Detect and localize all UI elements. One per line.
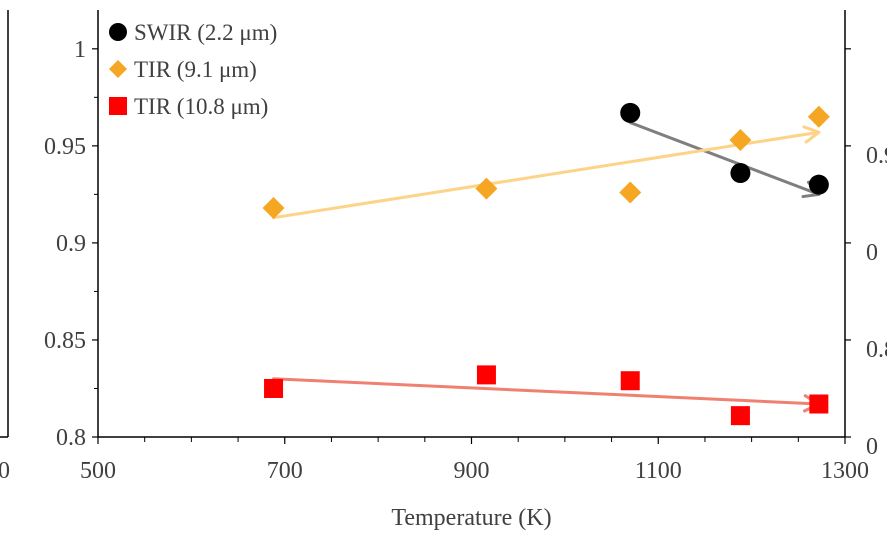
x-tick-label: 1300 [821, 458, 869, 484]
x-axis-title: Temperature (K) [391, 505, 551, 531]
data-point-series-0-point-2 [808, 174, 829, 195]
data-point-series-2-point-4 [809, 394, 829, 414]
legend-label-series-2: TIR (10.8 μm) [134, 94, 268, 119]
trend-line-series-2 [272, 377, 821, 406]
data-point-series-2-point-2 [620, 371, 640, 391]
y-tick-label: 0.95 [44, 134, 86, 160]
y-tick-label: 0.9 [56, 231, 86, 257]
left-panel-x-tick-label: 300 [0, 458, 10, 484]
data-point-series-1-point-0 [262, 196, 285, 219]
data-point-series-1-point-2 [619, 181, 642, 204]
x-tick-label: 900 [454, 458, 490, 484]
data-point-series-0-point-1 [730, 163, 751, 184]
data-point-series-2-point-1 [476, 365, 496, 385]
data-point-series-1-point-1 [475, 177, 498, 200]
data-point-series-1-point-4 [807, 105, 830, 128]
data-point-series-0-point-0 [620, 102, 641, 123]
legend-label-series-0: SWIR (2.2 μm) [134, 20, 277, 45]
right-panel-y-tick-label: 0 [866, 240, 878, 266]
data-point-series-1-point-3 [729, 129, 752, 152]
y-tick-label: 1 [74, 37, 86, 63]
trend-line-series-0 [628, 121, 821, 196]
right-panel-y-tick-label: 0.9 [866, 143, 887, 169]
y-tick-label: 0.85 [44, 328, 86, 354]
legend-marker-series-0 [109, 23, 127, 41]
data-point-series-2-point-3 [730, 406, 750, 426]
trend-line-series-1 [272, 130, 821, 220]
x-tick-label: 1100 [635, 458, 682, 484]
right-panel-y-tick-label: 0 [866, 434, 878, 460]
right-panel-y-tick-label: 0.8 [866, 337, 887, 363]
data-point-series-2-point-0 [264, 378, 284, 398]
legend-label-series-1: TIR (9.1 μm) [134, 57, 257, 82]
y-tick-label: 0.8 [56, 425, 86, 451]
legend-marker-series-2 [109, 97, 127, 115]
trend-arrow-head-series-1 [802, 125, 821, 144]
x-tick-label: 500 [80, 458, 116, 484]
x-tick-label: 700 [267, 458, 303, 484]
legend-marker-series-1 [109, 60, 127, 78]
